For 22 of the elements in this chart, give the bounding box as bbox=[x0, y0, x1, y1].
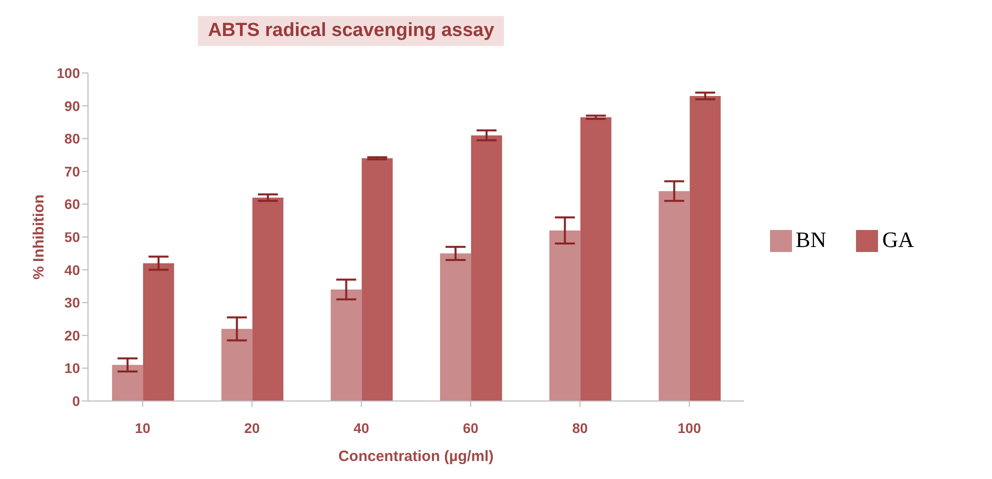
y-tick-label: 0 bbox=[72, 392, 80, 409]
legend-label: BN bbox=[796, 226, 826, 252]
x-tick-label: 40 bbox=[354, 420, 370, 436]
y-tick-label: 100 bbox=[56, 64, 80, 81]
y-tick-label: 90 bbox=[64, 98, 80, 114]
x-tick-label: 100 bbox=[678, 420, 702, 436]
x-tick-label: 60 bbox=[462, 420, 479, 436]
y-tick-label: 80 bbox=[64, 130, 80, 147]
x-axis-title: Concentration (µg/ml) bbox=[338, 448, 494, 465]
y-axis-title: % Inhibition bbox=[30, 194, 48, 280]
y-tick-label: 40 bbox=[64, 262, 80, 278]
x-tick-label: 10 bbox=[134, 420, 151, 436]
legend-label: GA bbox=[882, 226, 914, 252]
y-tick-label: 20 bbox=[64, 327, 80, 344]
y-tick-label: 30 bbox=[64, 294, 80, 311]
y-tick-label: 60 bbox=[64, 196, 80, 212]
chart-title: ABTS radical scavenging assay bbox=[198, 16, 504, 46]
y-tick-label: 50 bbox=[64, 228, 80, 245]
x-tick-label: 20 bbox=[244, 420, 260, 436]
y-tick-label: 10 bbox=[64, 360, 80, 376]
y-tick-label: 70 bbox=[64, 163, 80, 180]
x-tick-label: 80 bbox=[572, 420, 588, 436]
